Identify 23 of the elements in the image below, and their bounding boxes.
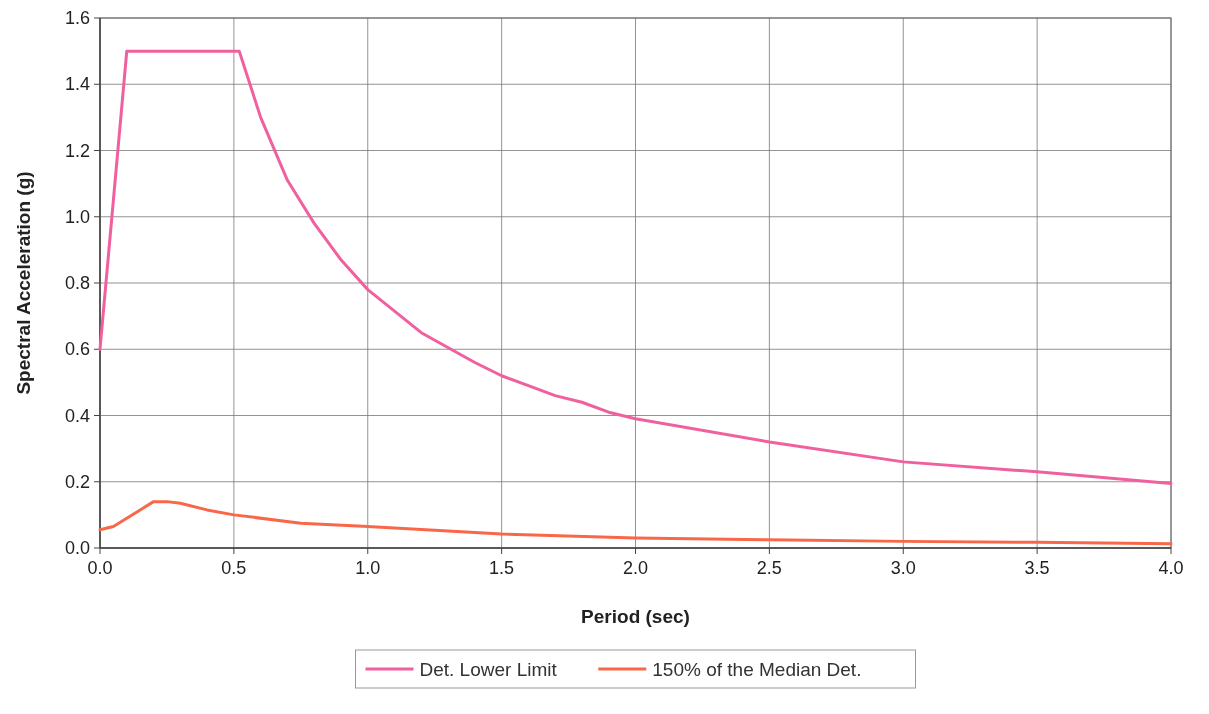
- legend-label: Det. Lower Limit: [419, 659, 558, 680]
- x-tick-label: 1.5: [489, 558, 515, 578]
- y-axis-title: Spectral Acceleration (g): [13, 171, 34, 395]
- y-tick-label: 0.2: [64, 471, 90, 492]
- x-tick-label: 3.0: [890, 558, 916, 578]
- x-tick-label: 0.0: [87, 558, 113, 578]
- y-tick-label: 0.6: [64, 339, 90, 360]
- y-tick-label: 0.8: [64, 273, 90, 293]
- y-tick-label: 1.6: [64, 8, 90, 28]
- x-tick-label: 4.0: [1158, 558, 1184, 578]
- line-series: [98, 49, 1173, 485]
- legend-label: 150% of the Median Det.: [652, 659, 862, 680]
- y-tick-label: 0.0: [64, 538, 90, 558]
- x-tick-label: 0.5: [221, 558, 247, 578]
- x-tick-label: 2.5: [756, 558, 782, 578]
- y-tick-label: 1.4: [64, 74, 90, 95]
- x-axis-title: Period (sec): [581, 606, 690, 627]
- x-tick-label: 2.0: [622, 558, 649, 578]
- y-tick-label: 0.4: [64, 405, 90, 426]
- y-tick-label: 1.2: [64, 140, 90, 161]
- y-tick-label: 1.0: [64, 206, 90, 227]
- x-tick-label: 3.5: [1024, 558, 1050, 578]
- x-tick-label: 1.0: [355, 558, 381, 578]
